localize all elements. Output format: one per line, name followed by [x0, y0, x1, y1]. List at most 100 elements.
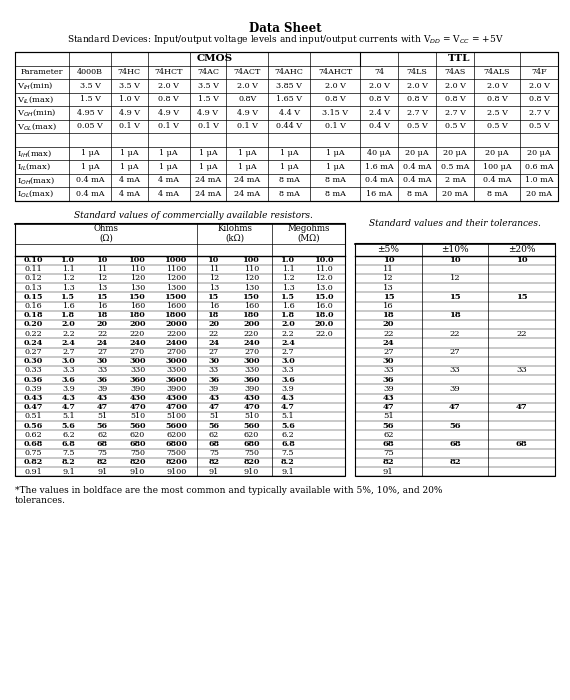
Text: 0.62: 0.62: [25, 431, 42, 439]
Text: 56: 56: [382, 421, 394, 430]
Text: 130: 130: [130, 284, 145, 292]
Text: 160: 160: [244, 302, 259, 310]
Text: 24 mA: 24 mA: [195, 190, 221, 197]
Text: 200: 200: [243, 321, 260, 328]
Text: Data Sheet: Data Sheet: [249, 22, 321, 34]
Text: 390: 390: [130, 385, 145, 393]
Text: 360: 360: [243, 376, 260, 384]
Text: 430: 430: [243, 394, 260, 402]
Text: 6200: 6200: [166, 431, 186, 439]
Text: 1.5 V: 1.5 V: [80, 95, 100, 103]
Text: 16: 16: [383, 302, 394, 310]
Text: 2.7 V: 2.7 V: [445, 108, 466, 117]
Text: 7500: 7500: [166, 449, 186, 457]
Text: 1.6: 1.6: [62, 302, 75, 310]
Text: 130: 130: [244, 284, 259, 292]
Bar: [15, 223, 345, 476]
Text: 0.30: 0.30: [23, 357, 43, 365]
Text: 4.4 V: 4.4 V: [279, 108, 300, 117]
Text: 10: 10: [97, 256, 108, 264]
Text: 2.4: 2.4: [62, 339, 75, 347]
Text: 2.0: 2.0: [62, 321, 75, 328]
Text: 2.0 V: 2.0 V: [325, 82, 345, 90]
Text: Megohms
(MΩ): Megohms (MΩ): [287, 224, 330, 243]
Text: 680: 680: [243, 440, 260, 448]
Text: I$_{IL}$(max): I$_{IL}$(max): [17, 161, 51, 172]
Text: 2200: 2200: [166, 330, 186, 337]
Text: 1 μA: 1 μA: [81, 149, 100, 158]
Text: 100: 100: [129, 256, 146, 264]
Text: 2.0 V: 2.0 V: [369, 82, 390, 90]
Text: 5600: 5600: [165, 421, 188, 430]
Text: 8 mA: 8 mA: [487, 190, 507, 197]
Text: 39: 39: [209, 385, 219, 393]
Text: ±10%: ±10%: [441, 245, 469, 254]
Text: 30: 30: [209, 357, 219, 365]
Text: 110: 110: [244, 265, 259, 273]
Text: 62: 62: [383, 431, 393, 439]
Text: 3.0: 3.0: [62, 357, 75, 365]
Text: 240: 240: [243, 339, 260, 347]
Text: 1300: 1300: [166, 284, 186, 292]
Text: 1 μA: 1 μA: [199, 163, 217, 171]
Text: 82: 82: [449, 458, 461, 466]
Text: 2.0 V: 2.0 V: [528, 82, 549, 90]
Text: 43: 43: [382, 394, 394, 402]
Text: 74ACT: 74ACT: [234, 69, 261, 76]
Text: 0.4 mA: 0.4 mA: [403, 163, 431, 171]
Text: 820: 820: [129, 458, 146, 466]
Text: 12.0: 12.0: [316, 274, 333, 283]
Text: 68: 68: [209, 440, 219, 448]
Text: 68: 68: [449, 440, 461, 448]
Text: 33: 33: [97, 367, 108, 374]
Text: 74: 74: [374, 69, 384, 76]
Text: 22: 22: [516, 330, 527, 337]
Text: 9.1: 9.1: [62, 468, 75, 476]
Text: 10: 10: [209, 256, 219, 264]
Text: 24: 24: [382, 339, 394, 347]
Text: 910: 910: [244, 468, 259, 476]
Text: 0.33: 0.33: [25, 367, 42, 374]
Text: 430: 430: [129, 394, 146, 402]
Text: 75: 75: [209, 449, 219, 457]
Text: 0.10: 0.10: [23, 256, 43, 264]
Text: 13: 13: [97, 284, 108, 292]
Text: 0.6 mA: 0.6 mA: [525, 163, 553, 171]
Text: 39: 39: [383, 385, 394, 393]
Text: 4300: 4300: [165, 394, 188, 402]
Text: 4 mA: 4 mA: [119, 190, 140, 197]
Text: 5.6: 5.6: [62, 421, 75, 430]
Text: 3.9: 3.9: [282, 385, 294, 393]
Text: 1.6 mA: 1.6 mA: [365, 163, 393, 171]
Text: Standard values and their tolerances.: Standard values and their tolerances.: [369, 219, 541, 228]
Text: 2 mA: 2 mA: [445, 176, 466, 184]
Text: 74ALS: 74ALS: [484, 69, 510, 76]
Text: 2.0 V: 2.0 V: [487, 82, 507, 90]
Text: 620: 620: [244, 431, 259, 439]
Text: 33: 33: [383, 367, 394, 374]
Text: 7.5: 7.5: [62, 449, 75, 457]
Text: 1800: 1800: [165, 312, 188, 319]
Text: 56: 56: [449, 421, 461, 430]
Text: 33: 33: [450, 367, 461, 374]
Text: 3.3: 3.3: [62, 367, 75, 374]
Text: 18: 18: [97, 312, 108, 319]
Text: 2400: 2400: [165, 339, 188, 347]
Text: 74AS: 74AS: [445, 69, 466, 76]
Text: 12: 12: [383, 274, 394, 283]
Text: 0.43: 0.43: [23, 394, 43, 402]
Text: 0.44 V: 0.44 V: [276, 122, 302, 130]
Text: 3.15 V: 3.15 V: [322, 108, 348, 117]
Text: 82: 82: [209, 458, 219, 466]
Text: 11: 11: [97, 265, 108, 273]
Text: 0.13: 0.13: [25, 284, 42, 292]
Text: 2.0: 2.0: [281, 321, 295, 328]
Text: 910: 910: [130, 468, 145, 476]
Text: 12: 12: [450, 274, 461, 283]
Text: 4.9 V: 4.9 V: [237, 108, 258, 117]
Text: 4 mA: 4 mA: [158, 176, 179, 184]
Text: 1.5 V: 1.5 V: [198, 95, 218, 103]
Text: 0.68: 0.68: [23, 440, 43, 448]
Text: tolerances.: tolerances.: [15, 496, 66, 505]
Text: 24 mA: 24 mA: [234, 190, 260, 197]
